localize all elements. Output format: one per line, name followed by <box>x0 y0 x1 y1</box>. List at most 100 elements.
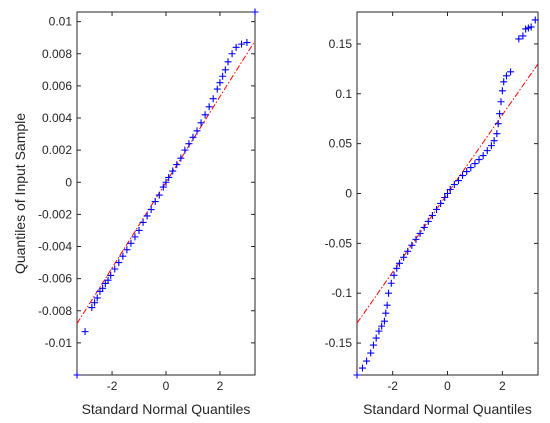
data-point <box>380 317 388 325</box>
axes-frame <box>76 11 256 376</box>
data-point <box>201 111 209 119</box>
data-point <box>363 357 371 365</box>
y-tick-label: 0.004 <box>42 111 72 125</box>
data-point <box>531 16 539 24</box>
x-axis-label: Standard Normal Quantiles <box>82 401 251 417</box>
x-tick-label: -2 <box>107 379 118 393</box>
data-point <box>162 178 170 186</box>
data-point <box>123 246 131 254</box>
x-axis-label: Standard Normal Quantiles <box>363 401 532 417</box>
data-point <box>490 137 498 145</box>
y-axis-label: Quantiles of Input Sample <box>12 113 28 274</box>
qq-plot-left: -2 0 2 -0.01 -0.008 -0.006 -0.004 -0.002 0 0.002 0… <box>12 8 259 417</box>
data-point <box>219 72 227 80</box>
data-point <box>185 140 193 148</box>
y-tick-label: -0.01 <box>45 336 73 350</box>
data-point <box>496 110 504 118</box>
reference-line <box>76 40 256 324</box>
data-point <box>131 233 139 241</box>
data-point <box>408 241 416 249</box>
data-point <box>369 341 377 349</box>
data-point <box>502 72 510 80</box>
y-tick-label: 0.01 <box>49 15 73 29</box>
data-point <box>243 39 251 47</box>
data-point <box>493 130 501 138</box>
data-point <box>444 190 451 197</box>
data-point <box>193 127 201 135</box>
data-point <box>115 259 123 267</box>
data-point <box>494 120 502 128</box>
data-point <box>420 223 428 231</box>
data-point <box>353 371 361 379</box>
x-tick-label: 2 <box>217 379 224 393</box>
data-point <box>441 193 449 201</box>
data-point <box>416 229 424 237</box>
data-point <box>479 152 487 160</box>
data-point <box>519 32 527 40</box>
y-tick-label: 0 <box>345 187 352 201</box>
data-point <box>151 198 159 206</box>
y-tick-label: -0.004 <box>38 240 72 254</box>
y-tick-label: -0.008 <box>38 304 72 318</box>
data-point <box>500 78 508 86</box>
qq-plot-right: -2 0 2 -0.15 -0.1 -0.05 0 0.05 0.1 0.15 Standard N… <box>325 11 539 417</box>
data-point <box>454 177 462 185</box>
y-tick-label: 0.1 <box>335 87 352 101</box>
y-tick-label: 0 <box>65 175 72 189</box>
data-point <box>197 119 205 127</box>
x-tick-label: -2 <box>387 379 398 393</box>
data-point <box>93 294 101 302</box>
data-point <box>99 284 107 292</box>
data-point <box>400 253 408 261</box>
data-point <box>81 328 89 336</box>
y-tick-label: -0.05 <box>325 236 353 250</box>
data-point <box>224 58 232 66</box>
data-point <box>119 252 127 260</box>
data-point <box>463 168 471 176</box>
data-point <box>487 142 495 150</box>
x-tick-label: 0 <box>444 379 451 393</box>
data-point <box>91 299 99 307</box>
data-point <box>367 349 375 357</box>
data-point <box>209 95 217 103</box>
y-tick-label: -0.15 <box>325 336 353 350</box>
data-point <box>159 183 167 191</box>
data-point <box>104 276 112 284</box>
data-point <box>216 79 224 87</box>
data-point <box>221 66 229 74</box>
data-point <box>251 8 259 16</box>
y-tick-label: 0.002 <box>42 143 72 157</box>
data-point <box>507 68 515 76</box>
y-tick-label: 0.15 <box>329 37 353 51</box>
data-point <box>127 239 135 247</box>
data-point <box>475 156 483 164</box>
data-point <box>446 186 454 194</box>
data-point <box>393 264 401 272</box>
data-point <box>382 309 390 317</box>
data-point <box>515 35 523 43</box>
data-point <box>358 364 366 372</box>
data-point <box>155 191 163 199</box>
data-point <box>385 289 393 297</box>
data-point <box>205 103 213 111</box>
data-point <box>169 167 177 175</box>
data-point <box>471 160 479 168</box>
x-tick-label: 0 <box>163 379 170 393</box>
data-point <box>527 23 535 31</box>
data-point <box>111 265 119 273</box>
data-point <box>107 271 115 279</box>
data-point <box>139 218 147 226</box>
y-tick-label: -0.1 <box>331 286 352 300</box>
data-point <box>428 211 436 219</box>
data-point <box>147 206 155 214</box>
data-point <box>232 43 240 51</box>
data-point <box>181 146 189 154</box>
data-point <box>387 279 395 287</box>
data-point <box>189 133 197 141</box>
data-point <box>437 199 445 207</box>
data-point <box>238 40 246 48</box>
data-point <box>228 50 236 58</box>
data-point <box>424 217 432 225</box>
data-point <box>412 235 420 243</box>
